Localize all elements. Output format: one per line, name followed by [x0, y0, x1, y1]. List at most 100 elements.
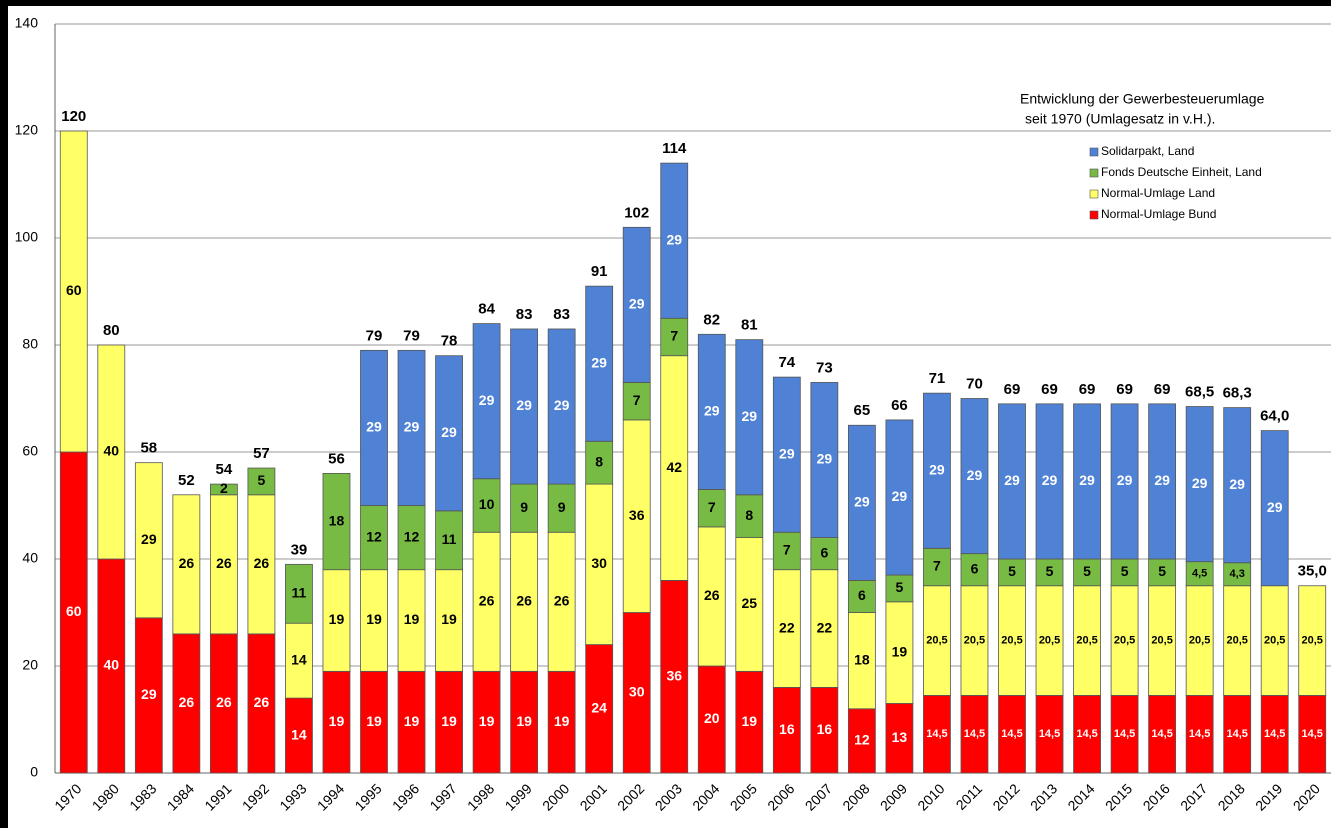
- total-label: 83: [516, 306, 533, 323]
- segment-label: 29: [554, 397, 570, 413]
- segment-label: 7: [933, 558, 941, 574]
- legend-swatch: [1089, 147, 1099, 157]
- segment-label: 5: [258, 472, 266, 488]
- bar-segment: [998, 695, 1026, 774]
- bar-segment: [585, 285, 614, 442]
- bar-segment: [660, 162, 689, 319]
- bar-segment: [847, 612, 876, 710]
- bar-segment: [1035, 403, 1064, 560]
- segment-label: 60: [66, 603, 82, 619]
- segment-label: 30: [629, 683, 645, 699]
- bar-segment: [285, 563, 313, 624]
- bar-segment: [1185, 561, 1214, 587]
- x-tick-label: 2020: [1290, 780, 1323, 813]
- segment-label: 4,5: [1192, 568, 1207, 580]
- bar-segment: [172, 494, 201, 635]
- bar-segment: [1185, 406, 1214, 563]
- segment-label: 12: [366, 528, 382, 544]
- segment-label: 14,5: [1001, 728, 1022, 740]
- bar-segment: [247, 494, 276, 635]
- segment-label: 26: [516, 593, 532, 609]
- segment-label: 5: [1121, 563, 1129, 579]
- segment-label: 18: [329, 512, 345, 528]
- segment-label: 19: [404, 713, 420, 729]
- total-label: 74: [778, 354, 795, 371]
- bar-segment: [1223, 695, 1252, 774]
- bar-segment: [134, 462, 163, 619]
- x-tick-label: 2018: [1215, 780, 1248, 813]
- x-tick-label: 2004: [689, 780, 722, 813]
- bar-segment: [360, 670, 388, 774]
- total-label: 80: [103, 322, 120, 339]
- segment-label: 2: [220, 480, 228, 496]
- bar-segment: [735, 339, 764, 496]
- segment-label: 26: [179, 694, 195, 710]
- segment-label: 29: [441, 424, 457, 440]
- total-label: 91: [591, 263, 608, 280]
- legend-label: Normal-Umlage Bund: [1101, 207, 1216, 221]
- segment-label: 29: [1079, 472, 1095, 488]
- x-tick-label: 2008: [839, 780, 872, 813]
- bar-segment: [885, 703, 914, 774]
- total-label: 66: [891, 397, 908, 414]
- x-tick-label: 1999: [502, 780, 535, 813]
- y-tick-label: 0: [30, 764, 38, 780]
- y-tick-label: 80: [22, 336, 38, 352]
- y-tick-label: 140: [15, 15, 39, 31]
- x-tick-label: 2019: [1252, 780, 1285, 813]
- total-label: 70: [966, 375, 983, 392]
- bar-segment: [247, 467, 276, 496]
- bar-segment: [547, 483, 576, 533]
- bar-segment: [660, 580, 689, 774]
- bar-segment: [322, 670, 351, 774]
- segment-label: 29: [479, 392, 495, 408]
- bar-segment: [435, 355, 463, 512]
- segment-label: 19: [441, 713, 457, 729]
- segment-label: 14,5: [1264, 728, 1285, 740]
- x-tick-label: 2017: [1177, 780, 1210, 813]
- segment-label: 29: [141, 686, 157, 702]
- segment-label: 25: [742, 595, 758, 611]
- total-label: 35,0: [1298, 563, 1327, 580]
- segment-label: 16: [779, 721, 795, 737]
- segment-label: 14,5: [1151, 728, 1172, 740]
- total-label: 120: [61, 108, 86, 125]
- segment-label: 19: [329, 611, 345, 627]
- segment-label: 29: [817, 451, 833, 467]
- segment-label: 29: [1004, 472, 1020, 488]
- x-tick-label: 1995: [351, 780, 384, 813]
- segment-label: 26: [254, 694, 270, 710]
- bar-segment: [435, 569, 463, 672]
- bar-segment: [810, 537, 839, 571]
- bar-segment: [847, 708, 876, 774]
- x-tick-label: 2013: [1027, 780, 1060, 813]
- segment-label: 19: [404, 611, 420, 627]
- bar-segment: [1110, 585, 1139, 696]
- legend-swatch: [1089, 189, 1099, 199]
- bar-segment: [1035, 558, 1064, 587]
- segment-label: 6: [858, 587, 866, 603]
- chart-title: Entwicklung der Gewerbesteuerumlage: [1020, 91, 1265, 107]
- segment-label: 16: [817, 721, 833, 737]
- bar-segment: [397, 349, 426, 506]
- segment-label: 7: [783, 542, 791, 558]
- bar-segment: [622, 226, 651, 383]
- segment-label: 29: [629, 296, 645, 312]
- bar-segment: [885, 419, 914, 576]
- segment-label: 24: [591, 700, 607, 716]
- segment-label: 29: [1267, 499, 1283, 515]
- bar-segment: [622, 382, 651, 421]
- segment-label: 20,5: [964, 634, 985, 646]
- bar-segment: [360, 505, 388, 571]
- bar-segment: [960, 695, 989, 774]
- bar-segment: [510, 328, 539, 485]
- x-tick-label: 2007: [802, 780, 835, 813]
- bar-segment: [322, 569, 351, 672]
- total-label: 84: [478, 301, 495, 318]
- bar-segment: [209, 633, 238, 774]
- bar-segment: [1260, 695, 1289, 774]
- total-label: 79: [366, 327, 383, 344]
- segment-label: 7: [708, 499, 716, 515]
- bar-segment: [397, 505, 426, 571]
- segment-label: 19: [366, 713, 382, 729]
